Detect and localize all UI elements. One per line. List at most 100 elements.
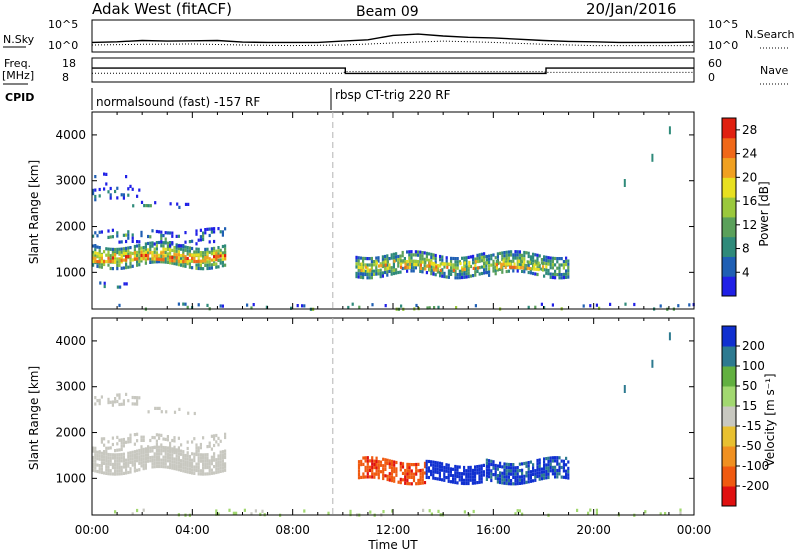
data-point bbox=[562, 459, 565, 463]
data-point bbox=[92, 263, 95, 267]
data-point bbox=[399, 477, 402, 481]
data-point bbox=[485, 258, 488, 262]
data-point bbox=[122, 465, 125, 469]
data-point bbox=[105, 260, 108, 264]
data-point bbox=[565, 275, 568, 279]
data-point bbox=[534, 472, 537, 476]
data-point bbox=[197, 266, 200, 271]
data-point bbox=[488, 468, 491, 472]
data-point bbox=[467, 472, 470, 476]
data-point bbox=[166, 459, 169, 463]
data-point bbox=[463, 472, 466, 476]
data-point bbox=[432, 473, 435, 477]
data-point bbox=[428, 306, 431, 310]
data-point bbox=[204, 256, 207, 260]
data-point bbox=[384, 461, 387, 465]
data-point bbox=[111, 228, 114, 232]
data-point bbox=[542, 262, 545, 266]
data-point bbox=[118, 396, 121, 400]
data-point bbox=[551, 465, 554, 469]
data-point bbox=[404, 481, 407, 485]
data-point bbox=[362, 266, 365, 270]
data-point bbox=[384, 263, 387, 267]
data-point bbox=[145, 204, 148, 208]
data-point bbox=[436, 467, 439, 471]
data-point bbox=[169, 231, 172, 235]
data-point bbox=[155, 433, 158, 437]
data-point bbox=[458, 276, 461, 280]
noise-line-nsky bbox=[91, 33, 695, 44]
data-point bbox=[485, 477, 488, 481]
data-point bbox=[395, 258, 398, 262]
data-point bbox=[199, 251, 202, 255]
data-point bbox=[373, 459, 376, 463]
data-point bbox=[155, 244, 158, 248]
velocity-panel-frame bbox=[91, 317, 695, 516]
data-point bbox=[122, 441, 125, 445]
data-point bbox=[536, 465, 539, 469]
data-point bbox=[368, 263, 371, 267]
data-point bbox=[410, 469, 413, 473]
data-point bbox=[158, 240, 161, 245]
data-point bbox=[469, 478, 472, 482]
data-point bbox=[213, 455, 216, 459]
data-point bbox=[379, 262, 382, 266]
data-point bbox=[144, 453, 147, 457]
data-point bbox=[107, 462, 110, 466]
data-point bbox=[116, 393, 119, 397]
data-point bbox=[136, 250, 139, 254]
data-point bbox=[166, 438, 169, 442]
data-point bbox=[221, 251, 224, 255]
data-point bbox=[428, 509, 431, 513]
data-point bbox=[551, 259, 554, 264]
data-point bbox=[147, 251, 150, 255]
data-point bbox=[471, 472, 474, 476]
data-point bbox=[327, 511, 330, 515]
data-point bbox=[623, 385, 626, 393]
data-point bbox=[158, 448, 161, 453]
data-point bbox=[215, 254, 218, 258]
data-point bbox=[160, 230, 163, 234]
data-point bbox=[454, 273, 457, 277]
data-point bbox=[382, 457, 385, 461]
data-point bbox=[120, 444, 123, 448]
data-point bbox=[441, 262, 444, 266]
data-point bbox=[173, 255, 176, 259]
data-point bbox=[488, 254, 491, 258]
data-point bbox=[436, 270, 439, 274]
data-point bbox=[397, 270, 400, 275]
data-point bbox=[138, 250, 141, 254]
data-point bbox=[105, 459, 108, 463]
data-point bbox=[182, 450, 185, 454]
data-point bbox=[439, 262, 442, 266]
data-point bbox=[202, 462, 205, 467]
data-point bbox=[92, 459, 95, 463]
data-point bbox=[480, 252, 483, 256]
data-point bbox=[465, 469, 468, 473]
data-point bbox=[540, 302, 543, 306]
data-point bbox=[155, 448, 158, 453]
data-point bbox=[140, 454, 143, 458]
data-point bbox=[543, 306, 546, 310]
data-point bbox=[436, 470, 439, 475]
data-point bbox=[103, 461, 106, 465]
data-point bbox=[193, 452, 196, 456]
data-point bbox=[99, 281, 102, 285]
data-point bbox=[129, 251, 132, 255]
data-point bbox=[463, 469, 466, 473]
data-point bbox=[445, 476, 448, 480]
data-point bbox=[567, 466, 570, 470]
data-point bbox=[122, 459, 125, 463]
data-point bbox=[122, 399, 125, 403]
data-point bbox=[450, 263, 453, 267]
data-point bbox=[171, 234, 174, 238]
data-point bbox=[175, 244, 178, 248]
data-point bbox=[368, 257, 371, 261]
data-point bbox=[403, 257, 406, 261]
data-point bbox=[659, 512, 662, 516]
data-point bbox=[494, 476, 497, 480]
data-point bbox=[149, 456, 152, 460]
data-point bbox=[94, 396, 97, 400]
data-point bbox=[208, 227, 211, 231]
